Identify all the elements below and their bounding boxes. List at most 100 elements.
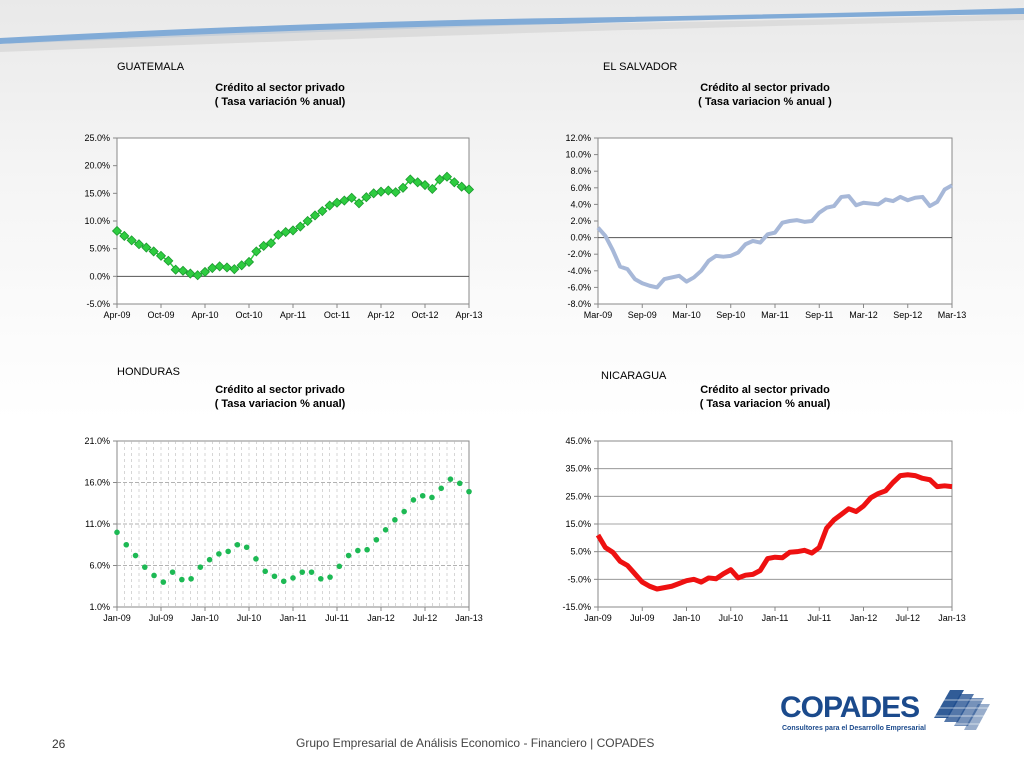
y-tick-label: 15.0% <box>565 519 591 529</box>
footer-text: Grupo Empresarial de Análisis Economico … <box>296 736 655 750</box>
chart-el-salvador: -8.0% -6.0% -4.0% -2.0% 0.0% 2.0% 4.0% 6.0% 8.0%… <box>565 133 966 320</box>
data-point <box>410 497 417 503</box>
data-point <box>236 260 247 271</box>
x-tick-label: Jul-09 <box>630 613 655 623</box>
x-tick-label: Oct-12 <box>411 310 438 320</box>
y-tick-label: 0.0% <box>89 271 110 281</box>
data-point <box>148 246 159 257</box>
header-swoosh <box>0 8 1024 52</box>
y-tick-label: 12.0% <box>565 133 591 143</box>
y-tick-label: -5.0% <box>86 299 110 309</box>
chart-title: Crédito al sector privado ( Tasa variaci… <box>645 81 885 109</box>
y-tick-label: 16.0% <box>84 478 110 488</box>
data-point <box>355 547 361 554</box>
chart-title-line: Crédito al sector privado <box>215 384 345 396</box>
data-point <box>163 255 174 266</box>
x-tick-label: Mar-09 <box>584 310 613 320</box>
data-point <box>188 575 194 582</box>
chart-panel-honduras: HONDURAS Crédito al sector privado ( Tas… <box>70 362 490 642</box>
chart-title: Crédito al sector privado ( Tasa variaci… <box>160 81 400 109</box>
y-tick-label: 11.0% <box>85 519 110 529</box>
country-label: NICARAGUA <box>601 370 667 382</box>
chart-guatemala: -5.0% 0.0% 5.0% 10.0% 15.0% 20.0% 25.0% Apr-09 O… <box>84 133 482 320</box>
data-point <box>324 200 335 211</box>
chart-title: Crédito al sector privado ( Tasa variaci… <box>160 383 400 411</box>
series-line <box>596 183 953 290</box>
data-point <box>419 179 431 191</box>
data-point <box>397 182 409 193</box>
x-tick-label: Oct-10 <box>235 310 262 320</box>
data-point <box>299 569 306 575</box>
data-point <box>401 508 407 515</box>
data-point <box>447 476 454 482</box>
data-point <box>405 174 416 185</box>
y-tick-label: -2.0% <box>567 249 591 259</box>
y-tick-label: 6.0% <box>89 561 110 571</box>
y-tick-label: 10.0% <box>84 216 110 226</box>
y-tick-label: 15.0% <box>84 188 110 198</box>
data-point <box>280 578 287 585</box>
x-tick-label: Jan-10 <box>191 613 219 623</box>
y-tick-label: 21.0% <box>84 436 110 446</box>
x-tick-label: Jul-12 <box>895 613 920 623</box>
plot-area <box>116 137 470 305</box>
data-point <box>141 564 148 570</box>
y-tick-label: 8.0% <box>570 166 591 176</box>
x-tick-label: Sep-09 <box>628 310 657 320</box>
data-point <box>390 187 401 198</box>
y-tick-label: 20.0% <box>84 161 110 171</box>
chart-title: Crédito al sector privado ( Tasa variaci… <box>645 383 885 411</box>
y-tick-label: 4.0% <box>570 199 591 209</box>
data-point <box>253 556 259 562</box>
y-tick-label: 25.0% <box>565 491 591 501</box>
data-point <box>214 261 225 272</box>
data-point <box>361 192 372 203</box>
chart-panel-el-salvador: EL SALVADOR Crédito al sector privado ( … <box>553 58 973 338</box>
plot-area <box>597 137 953 305</box>
chart-title-line: Crédito al sector privado <box>215 82 345 94</box>
data-point <box>271 573 278 580</box>
data-point <box>383 185 394 196</box>
data-point <box>345 552 352 559</box>
x-tick-label: Apr-12 <box>367 310 394 320</box>
y-tick-label: 5.0% <box>570 547 591 557</box>
country-label: EL SALVADOR <box>603 61 678 73</box>
x-tick-label: Jul-11 <box>325 613 349 623</box>
x-tick-label: Jan-13 <box>938 613 966 623</box>
data-point <box>456 480 463 487</box>
x-tick-label: Jul-10 <box>718 613 743 623</box>
data-point <box>126 235 137 246</box>
data-point <box>438 485 445 492</box>
logo-wordmark: COPADES <box>780 691 920 724</box>
data-point <box>317 575 324 582</box>
x-tick-label: Jan-10 <box>673 613 701 623</box>
data-point <box>197 564 204 570</box>
chart-honduras: 1.0% 6.0% 11.0% 16.0% 21.0% Jan-09 Jul-09 Jan-1… <box>84 436 482 623</box>
swoosh-shadow <box>0 14 1024 52</box>
data-point <box>160 579 167 585</box>
data-point <box>456 181 467 192</box>
x-tick-label: Sep-10 <box>716 310 745 320</box>
data-point <box>251 246 262 257</box>
data-point <box>141 242 152 253</box>
data-point <box>308 569 315 575</box>
data-point <box>434 174 445 185</box>
y-tick-label: 0.0% <box>570 233 591 243</box>
x-tick-label: Mar-10 <box>672 310 701 320</box>
chart-subtitle-line: ( Tasa variación % anual) <box>214 96 346 108</box>
x-tick-label: Jul-12 <box>413 613 438 623</box>
y-tick-label: 45.0% <box>565 436 591 446</box>
data-point <box>111 225 123 237</box>
x-tick-label: Jan-09 <box>103 613 131 623</box>
x-tick-label: Sep-11 <box>805 310 833 320</box>
data-point <box>364 546 370 553</box>
data-point <box>155 250 167 261</box>
data-point <box>339 195 350 206</box>
data-point <box>265 238 277 249</box>
y-tick-label: 2.0% <box>570 216 591 226</box>
data-point <box>258 240 269 251</box>
x-tick-label: Oct-11 <box>324 310 350 320</box>
country-label: HONDURAS <box>117 366 180 378</box>
y-tick-label: -6.0% <box>567 282 591 292</box>
data-point <box>441 171 453 182</box>
